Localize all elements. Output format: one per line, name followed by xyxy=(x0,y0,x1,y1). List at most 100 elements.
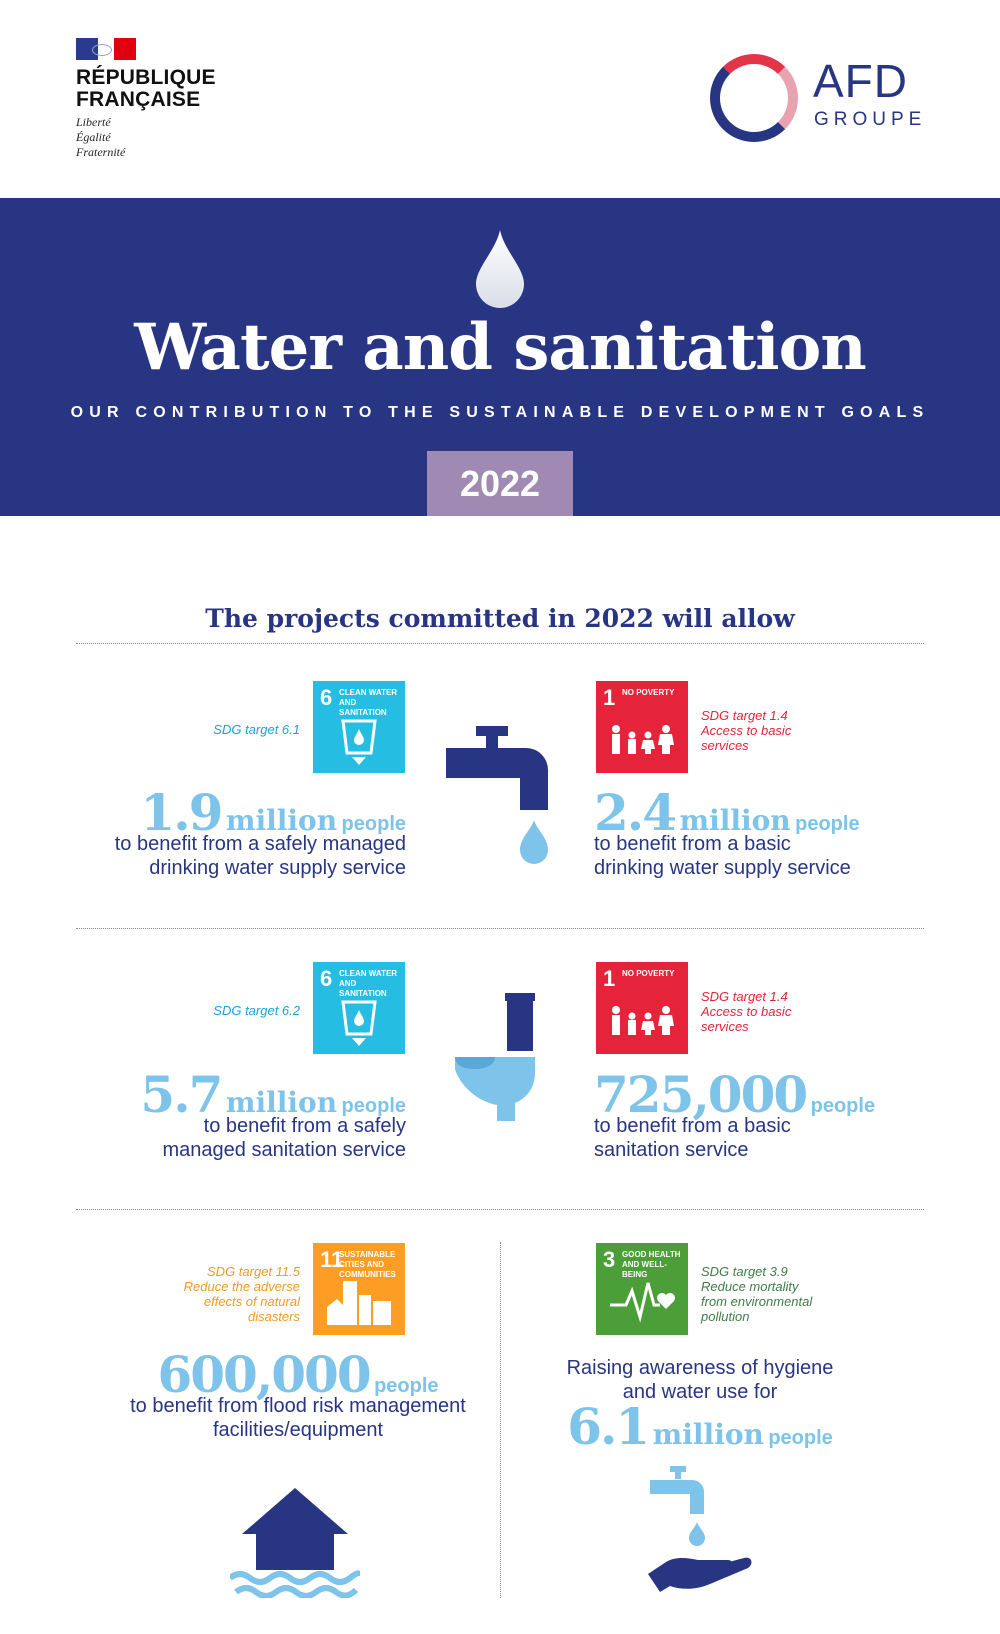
sdg-target-line: Access to basic xyxy=(701,723,792,738)
desc-line: sanitation service xyxy=(594,1139,749,1161)
sdg1-badge: 1 NO POVERTY xyxy=(596,681,688,773)
republique-francaise-logo: RÉPUBLIQUE FRANÇAISE Liberté Égalité Fra… xyxy=(76,38,236,160)
stat-unit: million xyxy=(679,804,791,837)
stat-unit: million xyxy=(225,1086,338,1119)
flooded-house-icon xyxy=(230,1488,360,1598)
handwashing-icon xyxy=(648,1466,752,1592)
water-drop-icon xyxy=(476,230,524,308)
stat-value: 5.7 million people xyxy=(100,1068,406,1135)
sdg3-badge: 3 GOOD HEALTH AND WELL-BEING xyxy=(596,1243,688,1335)
afd-logo-subtext: GROUPE xyxy=(814,109,927,130)
desc-line: and water use for xyxy=(622,1381,778,1403)
stat-number: 5.7 xyxy=(140,1065,223,1124)
stat-value: 1.9 million people xyxy=(100,786,406,853)
sdg-target-line: Reduce the adverse xyxy=(183,1279,300,1294)
stat-description: to benefit from a basic sanitation servi… xyxy=(594,1114,924,1162)
sdg-target-line: SDG target 1.4 xyxy=(701,708,788,723)
sdg-target: SDG target 1.4 Access to basic services xyxy=(701,989,831,1034)
page-subtitle: OUR CONTRIBUTION TO THE SUSTAINABLE DEVE… xyxy=(70,404,930,421)
water-tap-icon xyxy=(446,726,548,864)
stat-people: people xyxy=(795,813,860,835)
heartbeat-icon xyxy=(610,1282,675,1323)
toilet-icon xyxy=(455,993,535,1121)
sdg-target-line: pollution xyxy=(701,1309,750,1324)
sdg-number: 6 xyxy=(320,966,333,991)
sdg-target-line: SDG target 11.5 xyxy=(207,1264,300,1279)
stat-value: 725,000 people xyxy=(594,1068,924,1135)
sdg-number: 6 xyxy=(320,685,333,710)
sdg-label: SUSTAINABLE CITIES AND COMMUNITIES xyxy=(339,1250,396,1279)
year-badge: 2022 xyxy=(427,451,573,516)
family-icon xyxy=(612,1006,674,1035)
sdg-label: CLEAN WATER AND SANITATION xyxy=(339,969,398,998)
afd-groupe-logo: AFD GROUPE xyxy=(708,52,938,152)
water-glass-icon xyxy=(341,719,377,765)
sdg-label: NO POVERTY xyxy=(622,688,675,697)
sdg-number: 1 xyxy=(603,966,616,991)
desc-line: to benefit from flood risk management xyxy=(130,1395,466,1417)
sdg-target-line: Reduce mortality xyxy=(701,1279,799,1294)
sdg-number: 11 xyxy=(320,1247,344,1272)
stat-number: 600,000 xyxy=(157,1345,371,1404)
stat-value: 600,000 people xyxy=(120,1348,476,1415)
sdg11-badge: 11 SUSTAINABLE CITIES AND COMMUNITIES xyxy=(313,1243,405,1335)
motto-liberte: Liberté xyxy=(76,115,111,129)
motto-egalite: Égalité xyxy=(76,130,111,144)
divider xyxy=(76,928,924,929)
stat-unit: million xyxy=(652,1418,764,1451)
sdg-target-line: services xyxy=(701,738,749,753)
afd-ring-icon xyxy=(710,54,798,142)
sdg-target-line: SDG target 1.4 xyxy=(701,989,788,1004)
desc-line: to benefit from a basic xyxy=(594,833,791,855)
sdg-target-line: Access to basic xyxy=(701,1004,792,1019)
stat-people: people xyxy=(374,1375,439,1397)
sdg-target-line: SDG target 3.9 xyxy=(701,1264,788,1279)
stat-description: Raising awareness of hygiene and water u… xyxy=(540,1356,860,1404)
rf-motto: Liberté Égalité Fraternité xyxy=(76,115,236,160)
sdg-target-line: effects of natural xyxy=(203,1294,300,1309)
stat-people: people xyxy=(810,1095,876,1117)
desc-line: to benefit from a safely managed xyxy=(114,833,406,855)
stat-description: to benefit from a basic drinking water s… xyxy=(594,832,924,880)
sdg-target: SDG target 3.9 Reduce mortality from env… xyxy=(701,1264,831,1324)
rf-name-line1: RÉPUBLIQUE xyxy=(76,66,216,89)
rf-name-line2: FRANÇAISE xyxy=(76,88,201,111)
sdg6-badge: 6 CLEAN WATER AND SANITATION xyxy=(313,681,405,773)
stat-people: people xyxy=(768,1427,833,1449)
divider xyxy=(76,1209,924,1210)
stat-number: 2.4 xyxy=(594,783,677,842)
motto-fraternite: Fraternité xyxy=(76,145,126,159)
sdg-number: 3 xyxy=(603,1247,616,1272)
stat-number: 725,000 xyxy=(594,1065,808,1124)
stat-people: people xyxy=(341,813,406,835)
stat-value: 2.4 million people xyxy=(594,786,924,853)
section-heading: The projects committed in 2022 will allo… xyxy=(205,604,795,633)
stat-people: people xyxy=(341,1095,406,1117)
sdg-target-line: services xyxy=(701,1019,749,1034)
sdg-target: SDG target 1.4 Access to basic services xyxy=(701,708,831,753)
desc-line: drinking water supply service xyxy=(149,857,406,879)
stat-unit: million xyxy=(225,804,338,837)
divider xyxy=(76,643,924,644)
water-glass-icon xyxy=(341,1000,377,1046)
desc-line: managed sanitation service xyxy=(162,1139,406,1161)
desc-line: to benefit from a basic xyxy=(594,1115,791,1137)
sdg-label: GOOD HEALTH AND WELL-BEING xyxy=(622,1250,681,1279)
stat-description: to benefit from a safely managed drinkin… xyxy=(100,832,406,880)
sdg-target: SDG target 11.5 Reduce the adverse effec… xyxy=(170,1264,300,1324)
desc-line: facilities/equipment xyxy=(212,1419,384,1441)
stat-description: to benefit from flood risk management fa… xyxy=(110,1394,486,1442)
desc-line: Raising awareness of hygiene xyxy=(566,1357,834,1379)
stat-number: 6.1 xyxy=(567,1397,650,1456)
sdg-target-line: disasters xyxy=(247,1309,300,1324)
afd-logo-text: AFD xyxy=(813,55,908,107)
vertical-divider xyxy=(500,1242,501,1598)
city-buildings-icon xyxy=(327,1281,391,1325)
sdg-label: NO POVERTY xyxy=(622,969,675,978)
sdg1-badge: 1 NO POVERTY xyxy=(596,962,688,1054)
stat-description: to benefit from a safely managed sanitat… xyxy=(100,1114,406,1162)
sdg-target: SDG target 6.2 xyxy=(213,1003,300,1018)
desc-line: drinking water supply service xyxy=(594,857,851,879)
sdg6-badge: 6 CLEAN WATER AND SANITATION xyxy=(313,962,405,1054)
sdg-number: 1 xyxy=(603,685,616,710)
